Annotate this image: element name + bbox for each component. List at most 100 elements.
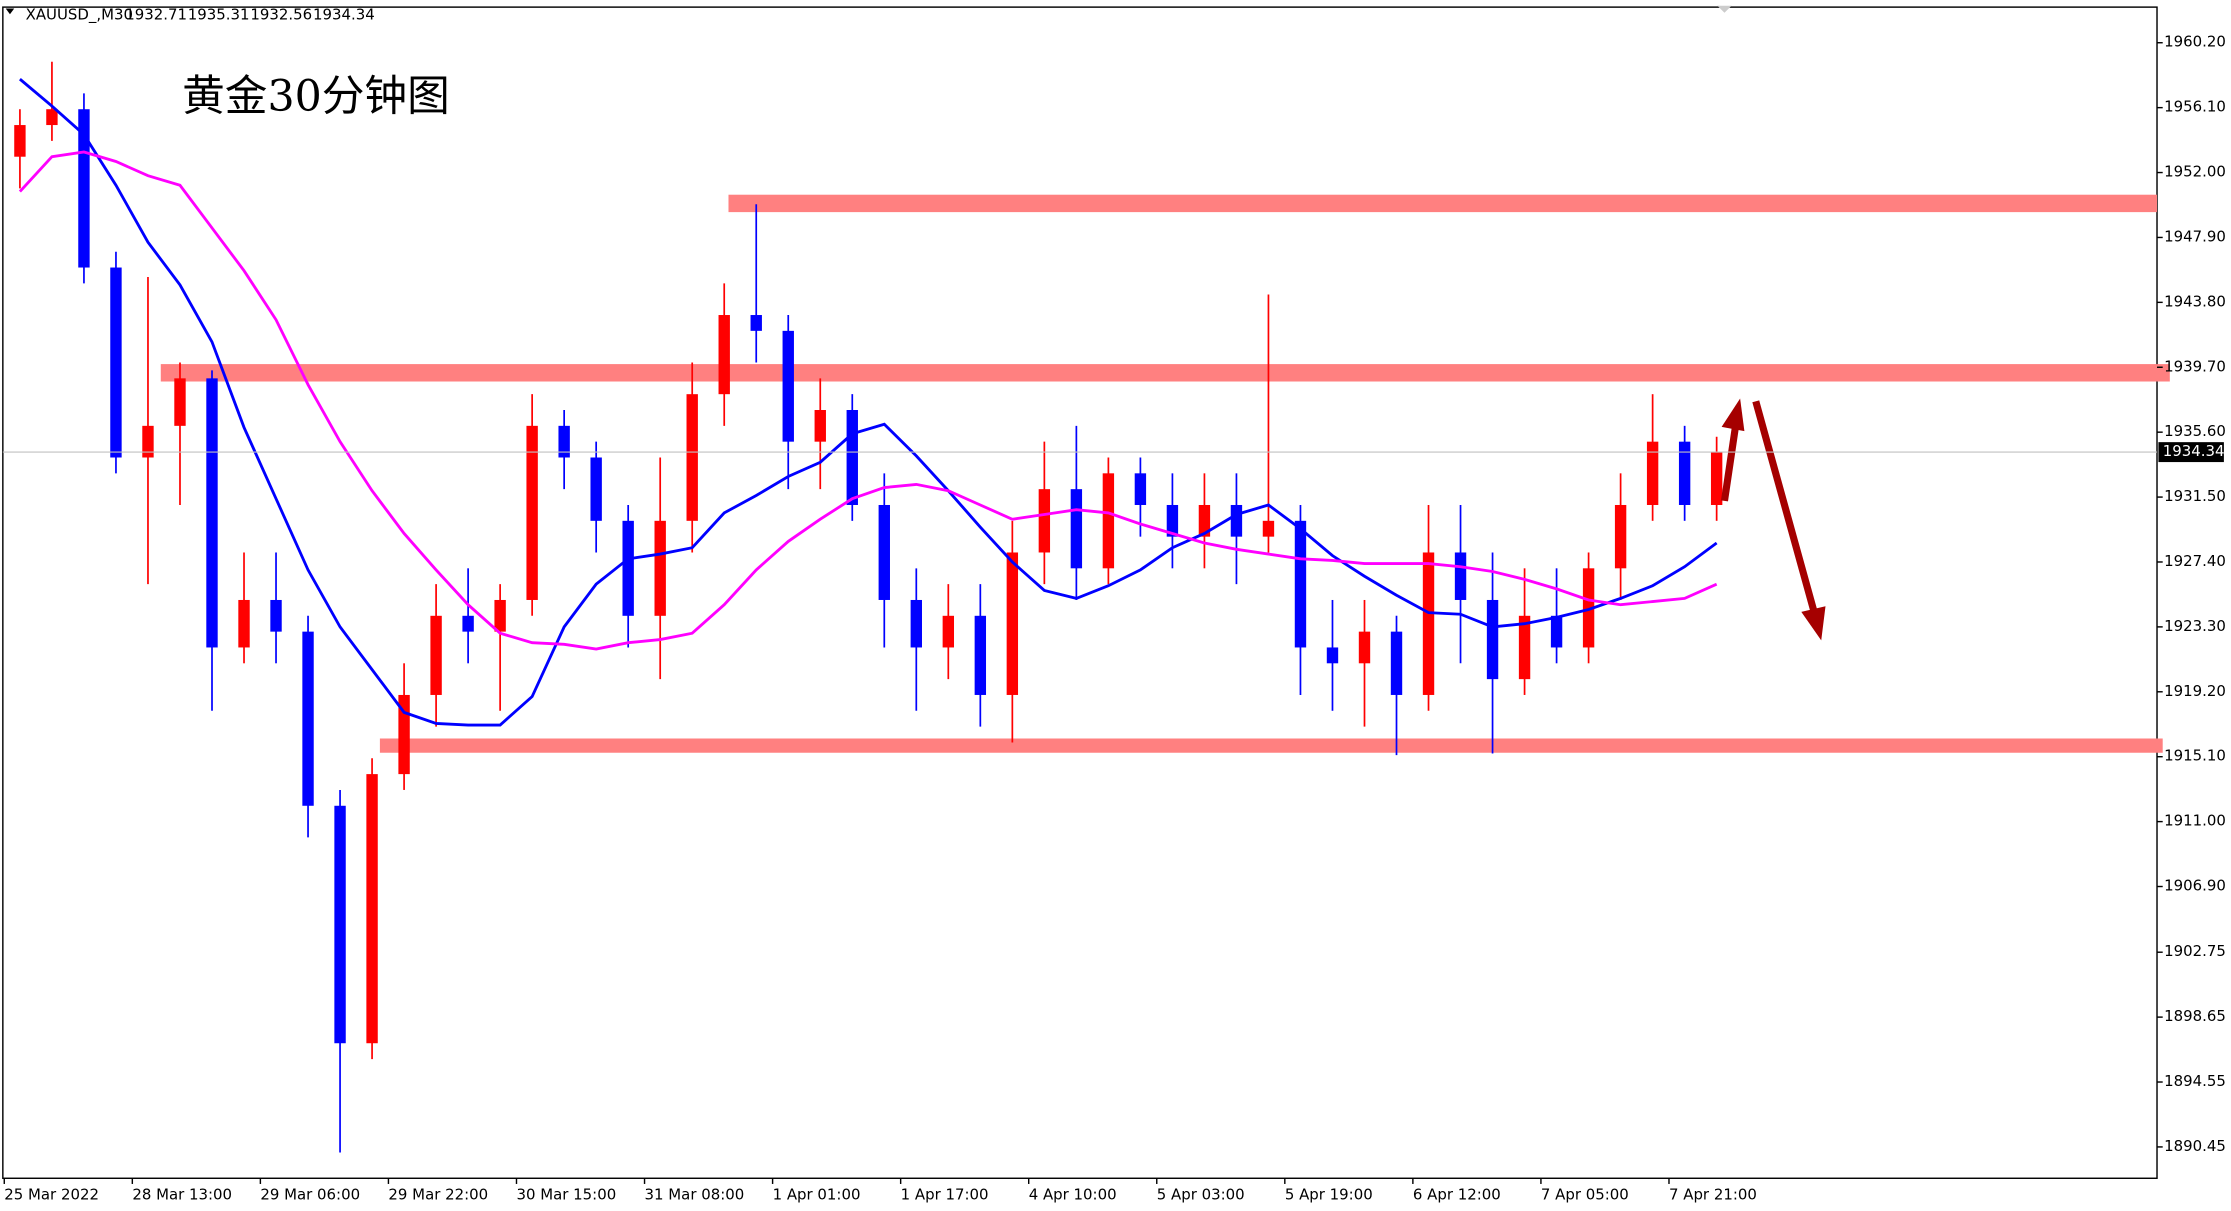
x-tick-label: 25 Mar 2022: [4, 1185, 99, 1203]
x-tick-label: 4 Apr 10:00: [1029, 1185, 1117, 1203]
candle-body: [1678, 441, 1691, 505]
candle-body: [1518, 615, 1531, 680]
y-tick-label: 1956.10: [2164, 98, 2226, 116]
y-tick-label: 1935.60: [2164, 422, 2226, 440]
moving-average: [18, 150, 1718, 651]
candle-body: [622, 520, 634, 616]
candle-body: [686, 394, 698, 521]
resistance-zone: [728, 194, 2158, 213]
x-tick-label: 6 Apr 12:00: [1413, 1185, 1501, 1203]
x-tick-label: 30 Mar 15:00: [516, 1185, 616, 1203]
candle-body: [238, 599, 250, 648]
candle-body: [334, 805, 346, 1044]
candle-body: [366, 774, 378, 1044]
candle-body: [206, 378, 218, 648]
scroll-marker: [1717, 5, 1732, 13]
x-tick-label: 31 Mar 08:00: [645, 1185, 745, 1203]
y-tick-label: 1952.00: [2164, 163, 2226, 181]
zones: [160, 194, 2170, 753]
candle-body: [494, 599, 506, 632]
symbol: XAUUSD_,M30: [26, 6, 133, 24]
y-tick-label: 1902.75: [2164, 942, 2226, 960]
x-tick-label: 1 Apr 01:00: [773, 1185, 861, 1203]
candle-body: [910, 599, 922, 648]
candle-body: [1294, 520, 1307, 648]
close: 1934.34: [313, 6, 375, 24]
open: 1932.71: [125, 6, 187, 24]
candle-body: [878, 504, 890, 600]
candle-body: [558, 425, 570, 458]
x-tick-label: 5 Apr 19:00: [1285, 1185, 1373, 1203]
y-tick-label: 1943.80: [2164, 292, 2226, 310]
candle-body: [782, 330, 794, 442]
candle-body: [590, 457, 602, 521]
arrow-up: [1720, 398, 1745, 502]
x-tick-label: 28 Mar 13:00: [132, 1185, 232, 1203]
support-zone: [379, 738, 2163, 753]
candle-body: [654, 520, 666, 616]
candle-body: [1006, 552, 1019, 695]
candle-body: [302, 631, 314, 806]
candle-body: [1646, 441, 1659, 505]
candle-body: [78, 109, 90, 268]
y-tick-label: 1923.30: [2164, 617, 2226, 635]
y-tick-label: 1919.20: [2164, 682, 2226, 700]
candle-body: [846, 410, 858, 505]
candle-body: [1230, 504, 1243, 537]
candle-body: [46, 109, 58, 126]
high: 1935.31: [188, 6, 250, 24]
candle-body: [974, 615, 987, 695]
candle-body: [1486, 599, 1499, 680]
candle-body: [1198, 504, 1211, 537]
candle-body: [1102, 473, 1115, 569]
chart-title: 黄金30分钟图: [182, 72, 450, 122]
y-tick-label: 1915.10: [2164, 747, 2226, 765]
x-tick-label: 7 Apr 21:00: [1669, 1185, 1757, 1203]
candle-body: [1614, 504, 1627, 569]
candle-body: [174, 378, 186, 426]
candle-body: [1710, 452, 1723, 505]
candle-body: [1422, 552, 1435, 695]
y-tick-label: 1927.40: [2164, 552, 2226, 570]
y-tick-label: 1960.20: [2164, 33, 2226, 51]
y-tick-label: 1911.00: [2164, 812, 2226, 830]
candle-body: [1070, 489, 1083, 569]
current-price-label: 1934.34: [2163, 442, 2225, 460]
x-tick-label: 1 Apr 17:00: [901, 1185, 989, 1203]
arrow-down: [1752, 400, 1826, 641]
candle-body: [942, 615, 955, 648]
candle-body: [1358, 631, 1371, 664]
plot-frame: [2, 6, 2158, 1179]
low: 1932.56: [250, 6, 312, 24]
candle-body: [1454, 552, 1467, 600]
candle-body: [1134, 473, 1147, 505]
candle-body: [814, 410, 826, 442]
candle-body: [398, 694, 410, 775]
plot: [14, 61, 1723, 1153]
candle-body: [750, 315, 762, 331]
moving-average: [19, 78, 1718, 727]
y-tick-label: 1894.55: [2164, 1072, 2226, 1090]
candle-body: [270, 599, 282, 632]
candle-body: [1550, 615, 1563, 648]
candle-body: [1390, 631, 1403, 695]
y-tick-label: 1898.65: [2164, 1007, 2226, 1025]
candle-body: [1166, 504, 1179, 537]
candle-body: [142, 425, 154, 458]
x-tick-label: 7 Apr 05:00: [1541, 1185, 1629, 1203]
y-tick-label: 1906.90: [2164, 877, 2226, 895]
y-tick-label: 1947.90: [2164, 227, 2226, 245]
x-tick-label: 29 Mar 06:00: [260, 1185, 360, 1203]
x-tick-label: 29 Mar 22:00: [388, 1185, 488, 1203]
candle-body: [430, 615, 442, 695]
candle-body: [1262, 520, 1275, 537]
candle-body: [110, 267, 122, 458]
candle-body: [718, 315, 730, 395]
candle-body: [1038, 489, 1051, 553]
candle-body: [462, 615, 474, 632]
menu-triangle: [5, 8, 15, 15]
x-tick-label: 5 Apr 03:00: [1157, 1185, 1245, 1203]
candle-body: [1326, 647, 1339, 664]
y-tick-label: 1890.45: [2164, 1137, 2226, 1155]
